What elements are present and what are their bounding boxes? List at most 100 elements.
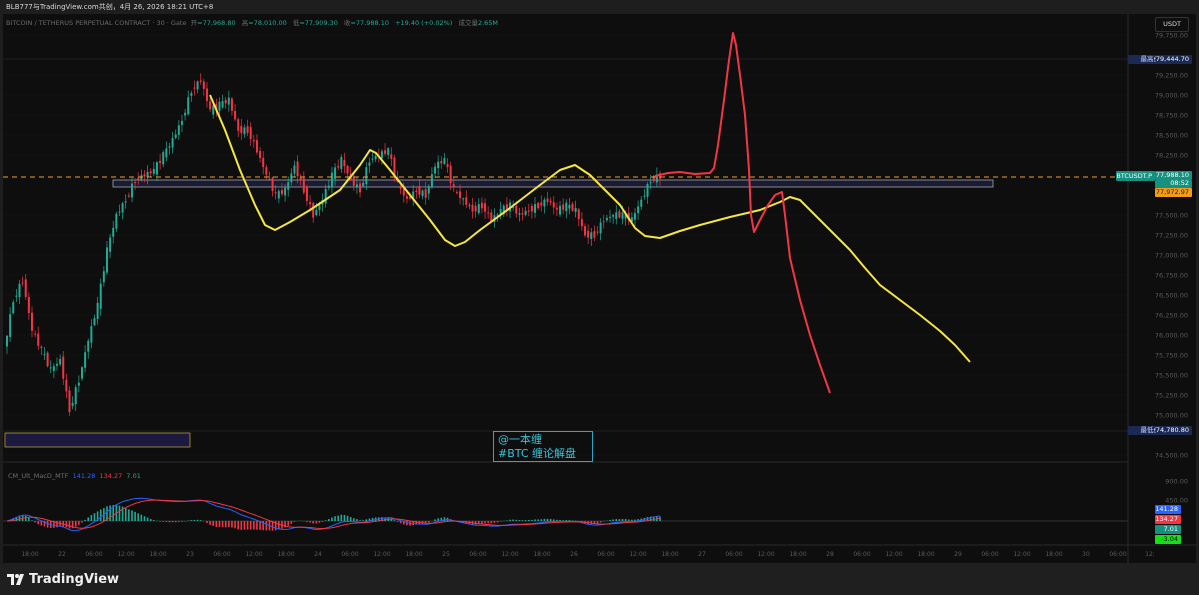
bottom-zone-box[interactable] — [4, 432, 191, 448]
candle-body — [577, 209, 580, 220]
yellow-projection-drawing[interactable] — [209, 94, 971, 363]
high-label: 高 — [241, 19, 249, 27]
candle-body — [527, 210, 530, 212]
candle-body — [255, 140, 258, 153]
candle-body — [505, 204, 508, 210]
candle-body — [437, 161, 440, 169]
change-value: +19.40 (+0.02%) — [395, 19, 453, 27]
candle-body — [271, 177, 274, 191]
candle-body — [293, 165, 296, 174]
macd-tag-bg — [1155, 535, 1181, 544]
signal-line — [6, 499, 661, 530]
macd-tag-bg — [1155, 525, 1181, 534]
candle-body — [468, 205, 471, 207]
time-tick-label: 12:00 — [629, 551, 646, 558]
high-value-bg — [1156, 55, 1192, 64]
price-tick-label: 78,750.00 — [1155, 112, 1188, 120]
candle-body — [302, 178, 305, 193]
candle-body — [59, 359, 62, 365]
candle-body — [496, 214, 499, 216]
candle-body — [65, 379, 68, 392]
time-tick-label: 12:00 — [373, 551, 390, 558]
chart-area[interactable] — [3, 14, 1196, 563]
macd-tag-bg — [1155, 505, 1181, 514]
candle-body — [259, 151, 262, 158]
price-tick-label: 76,000.00 — [1155, 332, 1188, 340]
candle-body — [268, 178, 271, 180]
price-tick-label: 77,250.00 — [1155, 232, 1188, 240]
candle-body — [512, 206, 515, 208]
candle-body — [99, 283, 102, 309]
candle-body — [543, 199, 546, 207]
candle-body — [102, 271, 105, 283]
candle-body — [324, 189, 327, 204]
candle-body — [552, 202, 555, 208]
candle-body — [599, 222, 602, 234]
candle-body — [462, 198, 465, 200]
price-tick-label: 78,500.00 — [1155, 132, 1188, 140]
candle-body — [502, 205, 505, 215]
low-label: 最低价 — [1141, 425, 1161, 434]
candle-body — [330, 172, 333, 187]
candle-body — [115, 213, 118, 229]
time-tick-label: 25 — [442, 551, 450, 558]
candle-body — [424, 189, 427, 198]
candle-body — [565, 202, 568, 212]
candle-body — [499, 209, 502, 216]
time-tick-label: 26 — [570, 551, 578, 558]
candle-body — [12, 302, 15, 314]
time-tick-label: 18:00 — [533, 551, 550, 558]
candle-body — [6, 335, 8, 347]
time-tick-label: 27 — [698, 551, 706, 558]
candle-body — [30, 312, 33, 331]
time-tick-label: 12:00 — [245, 551, 262, 558]
tradingview-logo[interactable]: TradingView — [7, 572, 119, 587]
candle-body — [337, 166, 340, 168]
candle-body — [640, 199, 643, 207]
candle-body — [393, 157, 396, 176]
price-axis[interactable] — [1128, 14, 1196, 563]
footer: TradingView — [0, 563, 1199, 595]
candle-body — [49, 367, 52, 369]
price-zone-box[interactable] — [112, 179, 994, 188]
time-tick-label: 29 — [954, 551, 962, 558]
candle-body — [415, 190, 418, 192]
candle-body — [559, 205, 562, 215]
candle-body — [252, 140, 255, 142]
symbol-legend: BITCOIN / TETHERUS PERPETUAL CONTRACT · … — [6, 17, 502, 27]
candle-body — [602, 221, 605, 223]
candle-body — [187, 97, 190, 115]
price-tick-label: 77,500.00 — [1155, 212, 1188, 220]
currency-button[interactable]: USDT — [1155, 17, 1189, 32]
price-tick-label: 75,500.00 — [1155, 372, 1188, 380]
time-tick-label: 24 — [314, 551, 322, 558]
candle-body — [224, 99, 227, 104]
macd-line — [6, 497, 661, 532]
candle-body — [368, 162, 371, 166]
candle-body — [430, 174, 433, 187]
candle-body — [68, 390, 71, 413]
time-tick-label: 28 — [826, 551, 834, 558]
candle-body — [212, 105, 215, 115]
price-tick-label: 79,750.00 — [1155, 32, 1188, 40]
candle-body — [480, 202, 483, 209]
candle-body — [96, 302, 99, 319]
candle-body — [371, 158, 374, 160]
price-tick-label: 76,500.00 — [1155, 292, 1188, 300]
candle-body — [580, 219, 583, 227]
chart-canvas[interactable]: 79,750.00 79,250.00 79,000.00 78,750.00 78,5… — [0, 0, 1199, 563]
red-projection-drawing[interactable] — [654, 32, 831, 394]
candle-body — [612, 214, 615, 217]
low-value-bg — [1156, 426, 1192, 435]
candle-body — [340, 157, 343, 169]
candle-body — [390, 154, 393, 159]
attribution-text: BLB777与TradingView.com共创，4月 26, 2026 18:… — [6, 3, 214, 11]
symbol-name[interactable]: BITCOIN / TETHERUS PERPETUAL CONTRACT · … — [6, 19, 187, 27]
candle-body — [524, 210, 527, 215]
candle-body — [427, 186, 430, 194]
time-tick-label: 18:00 — [405, 551, 422, 558]
candle-body — [534, 204, 537, 213]
macd-name[interactable]: CM_Ult_MacD_MTF — [8, 472, 69, 480]
time-tick-label: 18:00 — [1045, 551, 1062, 558]
candle-body — [112, 227, 115, 237]
